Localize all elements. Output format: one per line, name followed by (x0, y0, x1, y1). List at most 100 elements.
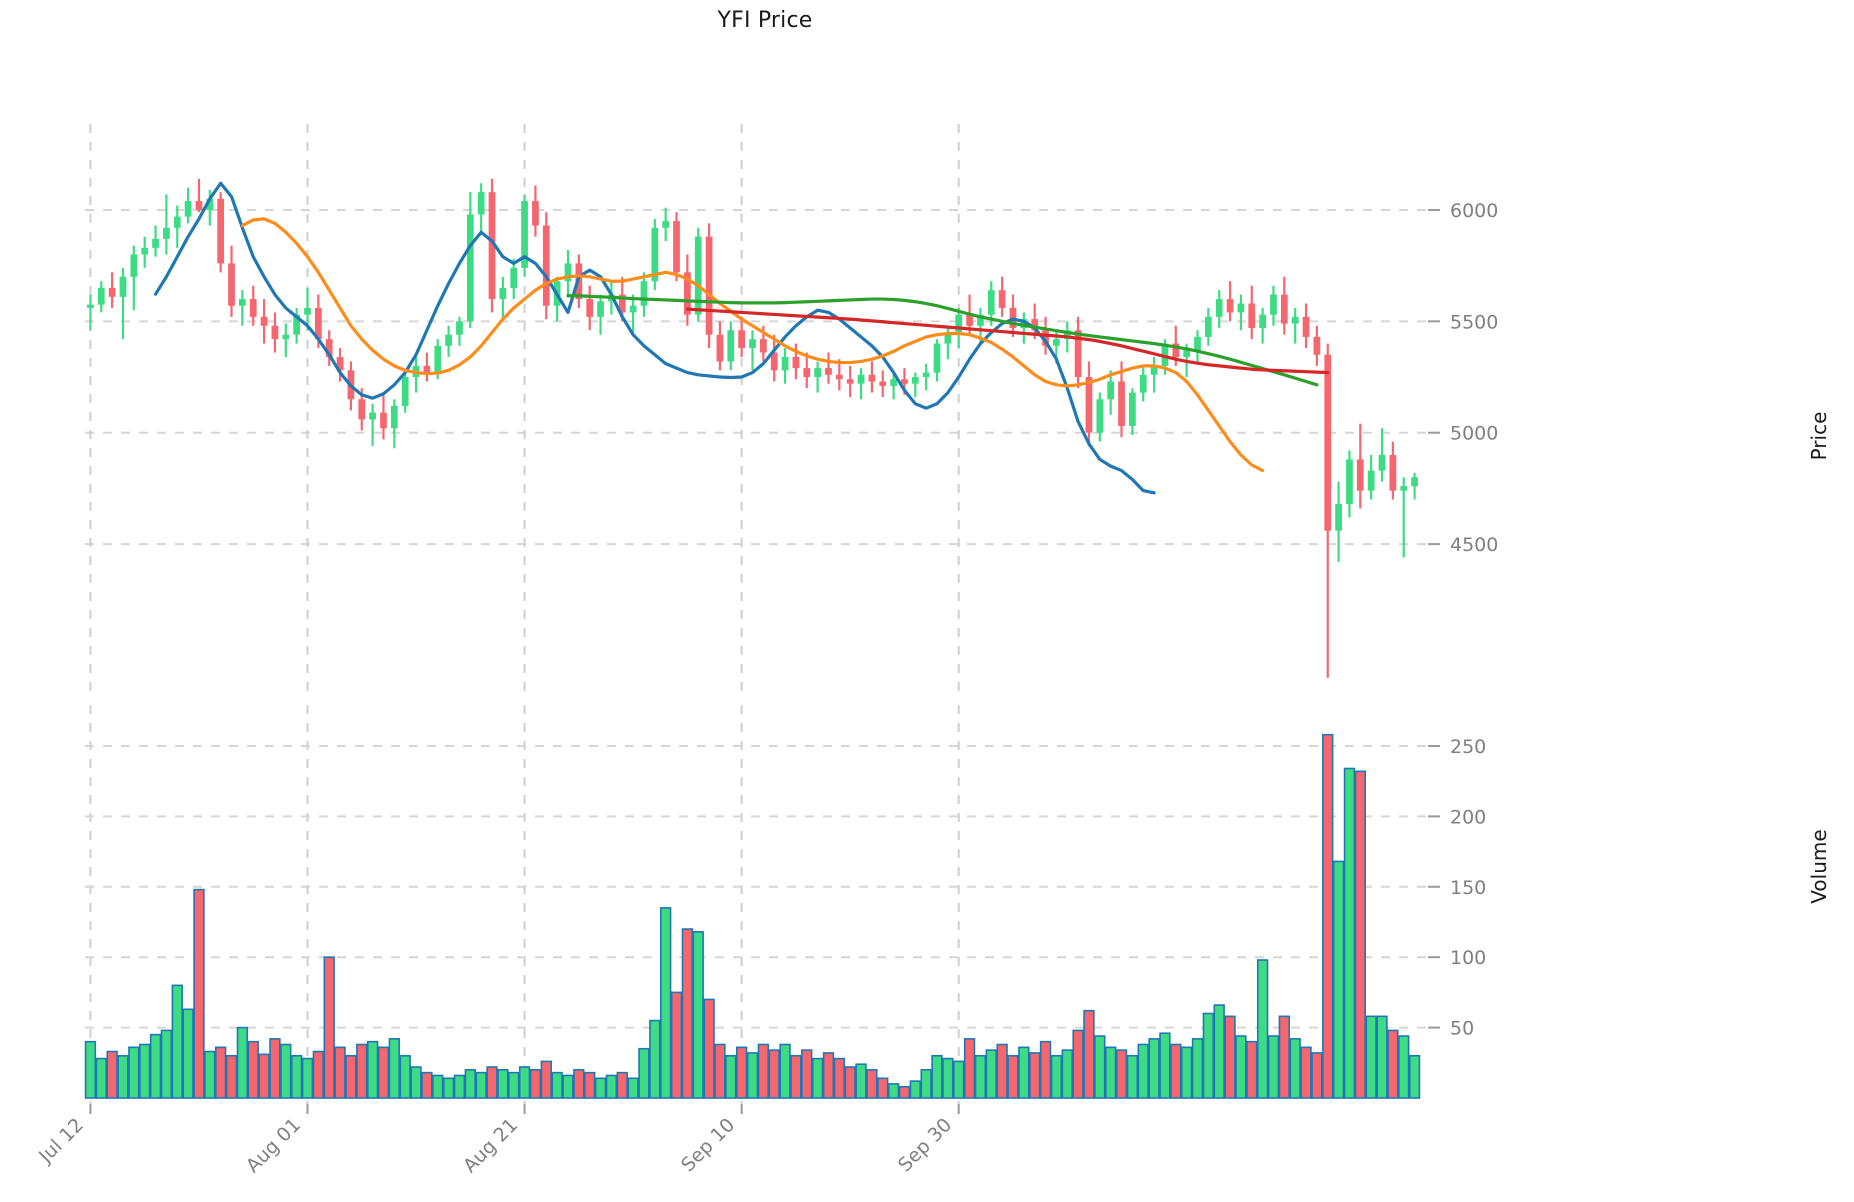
volume-bar (1213, 1004, 1225, 1099)
volume-gridlines (85, 744, 1428, 1029)
candle-body (901, 379, 908, 384)
volume-bar (779, 1043, 791, 1099)
volume-bar (584, 1071, 596, 1099)
candle-body (890, 379, 897, 386)
volume-bar (1202, 1012, 1215, 1099)
volume-bar (562, 1074, 574, 1099)
candle-body (1346, 459, 1353, 504)
candle-body (206, 198, 214, 210)
candle-body (1020, 319, 1028, 329)
volume-bar (638, 1047, 650, 1099)
volume-bar (1246, 1040, 1258, 1099)
volume-bar (410, 1066, 422, 1099)
volume-bar (757, 1043, 770, 1099)
candle-body (499, 287, 507, 300)
candle-body (282, 334, 290, 340)
x-tick-label: Jul 12 (34, 1114, 88, 1168)
volume-bar (616, 1071, 628, 1099)
volume-axis-ticks: 50 100 150 200 250 (1428, 736, 1486, 1040)
volume-bar (1083, 1009, 1095, 1099)
candle-body (846, 379, 854, 384)
candle-body (814, 368, 821, 378)
candle-body (1389, 454, 1397, 491)
volume-bar (486, 1066, 498, 1099)
volume-bar (1300, 1046, 1312, 1099)
candle-body (694, 236, 702, 315)
candle-body (651, 227, 659, 282)
candle-body (1118, 381, 1125, 427)
candle-body (868, 374, 876, 382)
volume-bar (247, 1040, 259, 1099)
volume-axis-title: Volume (1807, 829, 1831, 903)
volume-bar (497, 1069, 509, 1099)
volume-bar (1159, 1032, 1171, 1099)
volume-bar (323, 956, 335, 1099)
candle-body (738, 330, 746, 349)
price-axis-title: Price (1807, 412, 1831, 461)
volume-bar (1104, 1046, 1117, 1099)
volume-bar (1137, 1043, 1149, 1099)
candle-body (466, 214, 474, 322)
candle-body (119, 276, 127, 297)
volume-bar (225, 1054, 238, 1099)
candle-body (727, 330, 735, 362)
volume-bar (659, 907, 672, 1099)
candle-body (390, 405, 398, 429)
candle-body (1150, 365, 1158, 375)
volume-bar (605, 1074, 618, 1099)
volume-bar (974, 1054, 987, 1099)
volume-bar (214, 1046, 227, 1099)
candle-body (586, 299, 594, 317)
volume-bar (1072, 1029, 1084, 1099)
candle-body (97, 287, 105, 305)
volume-bar (388, 1038, 401, 1099)
volume-bar (833, 1057, 846, 1099)
volume-bar (442, 1077, 455, 1099)
candle-body (1161, 343, 1169, 366)
candle-body (173, 216, 181, 228)
price-tick-label: 5000 (1450, 423, 1498, 445)
candle-body (1335, 503, 1342, 531)
volume-bar (1094, 1035, 1106, 1099)
volume-bar (290, 1054, 303, 1099)
volume-tick-label: 100 (1450, 947, 1486, 969)
volume-bar (1256, 959, 1269, 1099)
candle-body (423, 365, 431, 373)
volume-bar (139, 1043, 151, 1099)
candle-body (835, 374, 843, 380)
volume-bar (811, 1057, 824, 1099)
x-tick-label: Sep 10 (677, 1114, 739, 1176)
candle-body (228, 263, 235, 306)
volume-bar (573, 1069, 585, 1099)
volume-bar (182, 1008, 194, 1099)
candle-body (1411, 477, 1418, 487)
volume-bar (1387, 1029, 1399, 1099)
candle-body (987, 290, 995, 315)
volume-bar (258, 1053, 270, 1099)
candle-body (966, 314, 973, 326)
candle-body (770, 352, 778, 371)
candle-body (510, 267, 518, 288)
volume-bar (356, 1043, 368, 1099)
candle-body (1194, 336, 1201, 351)
candle-body (1129, 392, 1136, 427)
volume-bars (84, 733, 1421, 1099)
candle-body (1270, 294, 1277, 315)
candle-body (108, 287, 116, 297)
candle-body (955, 314, 963, 335)
candle-body (1237, 303, 1245, 313)
candle-body (456, 321, 463, 335)
volume-bar (670, 991, 683, 1099)
volume-bar (160, 1029, 173, 1099)
candle-body (1139, 374, 1147, 393)
x-tick-label: Sep 30 (894, 1114, 956, 1176)
volume-bar (269, 1038, 281, 1099)
candle-body (1226, 299, 1234, 313)
price-gridlines (85, 208, 1428, 546)
candle-body (933, 343, 941, 373)
volume-bar (95, 1057, 107, 1099)
candle-body (304, 307, 311, 315)
volume-bar (117, 1054, 129, 1099)
candle-body (1172, 343, 1180, 357)
